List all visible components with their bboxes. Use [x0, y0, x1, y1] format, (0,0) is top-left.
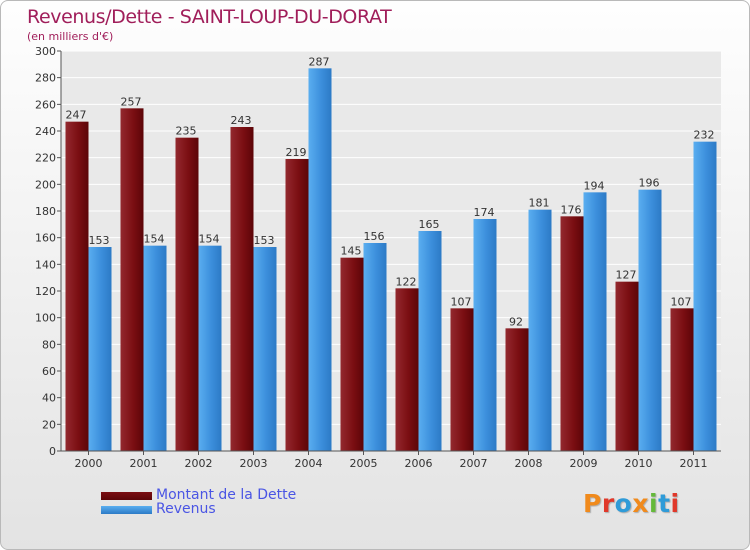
proxiti-logo: Proxiti [583, 489, 680, 518]
x-tick-label: 2004 [295, 457, 323, 470]
data-label-revenus: 153 [89, 234, 110, 247]
data-label-revenus: 165 [419, 218, 440, 231]
chart-subtitle: (en milliers d'€) [27, 30, 114, 43]
bar-revenus [638, 189, 662, 451]
bar-dette [230, 127, 254, 451]
data-label-dette: 219 [286, 146, 307, 159]
data-label-dette: 107 [451, 295, 472, 308]
data-label-revenus: 153 [254, 234, 275, 247]
legend-swatch-revenus [101, 506, 152, 514]
data-label-dette: 247 [66, 109, 87, 122]
x-tick-label: 2002 [185, 457, 213, 470]
bar-revenus [198, 245, 222, 451]
y-tick-label: 300 [35, 45, 56, 58]
x-tick-label: 2009 [570, 457, 598, 470]
data-label-dette: 127 [616, 269, 637, 282]
bar-dette [395, 288, 419, 451]
plot-area [61, 51, 721, 451]
legend-swatch-dette [101, 492, 152, 500]
y-tick-label: 140 [35, 258, 56, 271]
logo-letter: x [632, 489, 649, 518]
data-label-dette: 176 [561, 203, 582, 216]
bar-revenus [583, 192, 607, 452]
bar-revenus [88, 247, 112, 451]
bar-dette [285, 159, 309, 451]
legend-label-revenus: Revenus [156, 501, 216, 517]
y-tick-label: 160 [35, 232, 56, 245]
bar-revenus [528, 209, 552, 451]
data-label-revenus: 154 [199, 233, 220, 246]
x-tick-label: 2005 [350, 457, 378, 470]
y-tick-label: 0 [49, 445, 56, 458]
logo-letter: i [649, 489, 659, 518]
y-tick-label: 240 [35, 125, 56, 138]
logo-letter: i [670, 489, 680, 518]
data-label-revenus: 287 [309, 55, 330, 68]
y-tick-label: 180 [35, 205, 56, 218]
data-label-dette: 145 [341, 245, 362, 258]
data-label-dette: 257 [121, 95, 142, 108]
y-tick-label: 60 [42, 365, 56, 378]
bar-dette [340, 257, 364, 451]
logo-letter: o [614, 489, 633, 518]
data-label-dette: 92 [509, 315, 523, 328]
y-tick-label: 40 [42, 392, 56, 405]
bar-revenus [693, 141, 717, 451]
bar-revenus [363, 243, 387, 451]
bar-revenus [418, 231, 442, 451]
bar-dette [450, 308, 474, 451]
data-label-revenus: 156 [364, 230, 385, 243]
data-label-dette: 122 [396, 275, 417, 288]
chart-title: Revenus/Dette - SAINT-LOUP-DU-DORAT [27, 6, 392, 28]
x-tick-label: 2007 [460, 457, 488, 470]
data-label-revenus: 154 [144, 233, 165, 246]
x-tick-label: 2006 [405, 457, 433, 470]
y-tick-label: 280 [35, 72, 56, 85]
y-tick-label: 20 [42, 418, 56, 431]
bar-revenus [308, 68, 332, 451]
bar-dette [65, 121, 89, 452]
data-label-dette: 107 [671, 295, 692, 308]
data-label-dette: 235 [176, 125, 197, 138]
logo-letter: r [601, 489, 615, 518]
logo-letter: P [583, 489, 602, 518]
data-label-revenus: 174 [474, 206, 495, 219]
data-label-revenus: 232 [694, 129, 715, 142]
data-label-revenus: 194 [584, 179, 605, 192]
x-tick-label: 2003 [240, 457, 268, 470]
bar-dette [670, 308, 694, 451]
bar-dette [175, 137, 199, 451]
y-tick-label: 80 [42, 338, 56, 351]
x-tick-label: 2010 [625, 457, 653, 470]
data-label-revenus: 181 [529, 197, 550, 210]
x-tick-label: 2008 [515, 457, 543, 470]
y-tick-label: 260 [35, 98, 56, 111]
bar-revenus [253, 247, 277, 451]
data-label-dette: 243 [231, 114, 252, 127]
x-tick-label: 2000 [75, 457, 103, 470]
y-tick-label: 200 [35, 178, 56, 191]
bar-dette [560, 216, 584, 451]
y-tick-label: 120 [35, 285, 56, 298]
bar-revenus [143, 245, 167, 451]
x-tick-label: 2011 [680, 457, 708, 470]
bar-dette [505, 328, 529, 451]
y-tick-label: 100 [35, 312, 56, 325]
x-tick-label: 2001 [130, 457, 158, 470]
bar-dette [120, 108, 144, 451]
data-label-revenus: 196 [639, 177, 660, 190]
legend-label-dette: Montant de la Dette [156, 487, 297, 503]
logo-letter: t [658, 489, 671, 518]
bar-revenus [473, 219, 497, 451]
y-tick-label: 220 [35, 152, 56, 165]
bar-dette [615, 281, 639, 451]
